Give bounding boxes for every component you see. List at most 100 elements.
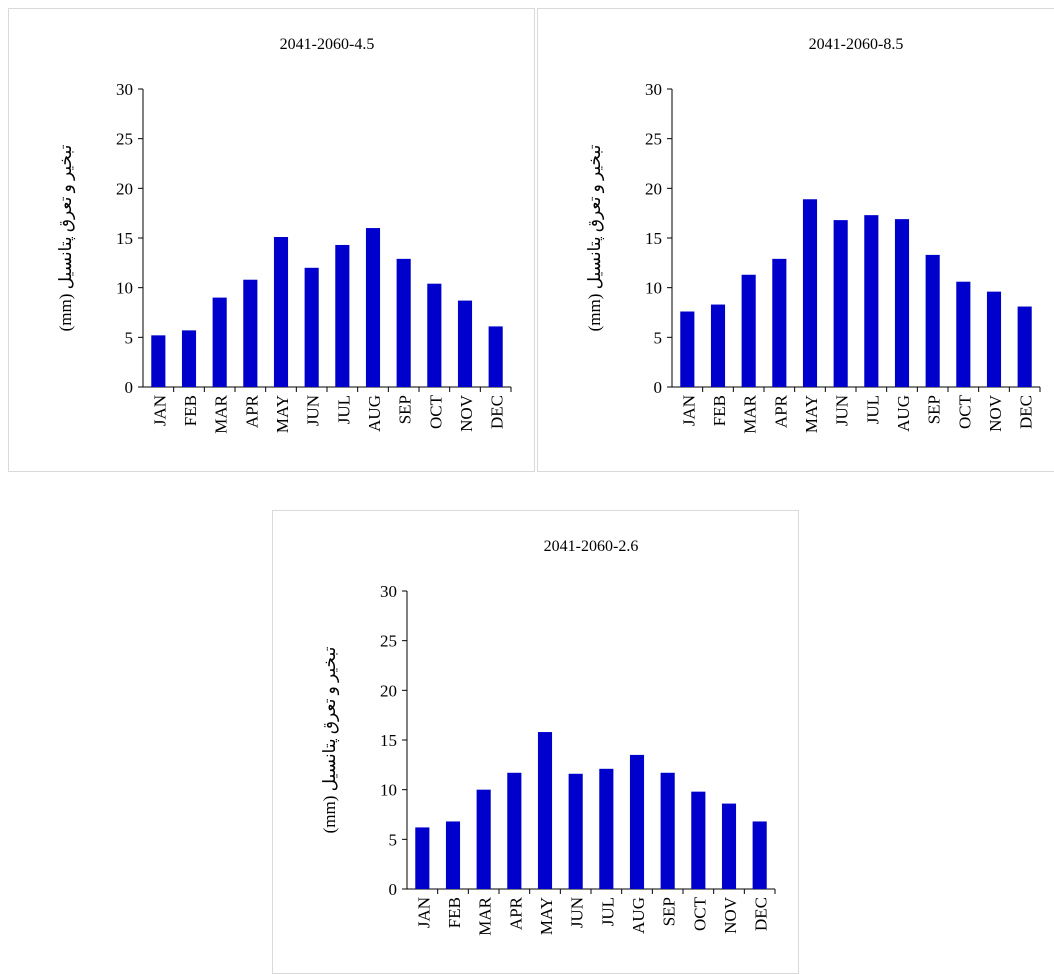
bar: [894, 219, 910, 387]
x-tick-label: AUG: [365, 395, 384, 432]
x-tick-label: JUL: [863, 395, 882, 424]
y-tick-label: 15: [116, 229, 133, 248]
bar: [415, 827, 430, 889]
x-tick-label: FEB: [710, 395, 729, 426]
bar: [772, 258, 787, 387]
y-axis-label: تبخیر و تعرق پتانسیل (mm): [585, 144, 605, 331]
bar: [1017, 306, 1032, 387]
y-tick-label: 10: [116, 279, 133, 298]
x-tick-label: FEB: [181, 395, 200, 426]
x-tick-label: APR: [242, 394, 261, 428]
x-tick-label: JAN: [414, 897, 433, 928]
bar: [396, 258, 411, 387]
bar: [488, 326, 503, 387]
bar: [660, 772, 675, 889]
x-tick-label: JAN: [679, 395, 698, 426]
chart-title: 2041-2060-8.5: [809, 36, 904, 53]
y-tick-label: 15: [380, 731, 397, 750]
y-tick-label: 30: [116, 80, 133, 99]
bar: [691, 791, 706, 889]
y-tick-label: 25: [116, 130, 133, 149]
bar: [335, 244, 350, 387]
bar: [864, 215, 879, 387]
y-tick-label: 10: [380, 781, 397, 800]
x-tick-label: AUG: [629, 897, 648, 934]
y-tick-label: 25: [380, 632, 397, 651]
x-tick-label: FEB: [445, 897, 464, 928]
x-tick-label: MAY: [537, 897, 556, 935]
x-tick-label: DEC: [752, 897, 771, 931]
chart-panel: 2041-2060-2.6 تبخیر و تعرق پتانسیل (mm) 0 5…: [272, 510, 799, 974]
bar: [507, 772, 522, 889]
bar: [212, 297, 227, 387]
x-tick-label: DEC: [488, 395, 507, 429]
bar: [802, 199, 818, 387]
bar: [457, 300, 473, 387]
y-tick-label: 20: [116, 179, 133, 198]
y-tick-label: 0: [125, 378, 134, 397]
x-tick-label: NOV: [721, 896, 740, 934]
bar: [476, 789, 491, 889]
x-tick-label: JUN: [833, 395, 852, 426]
y-tick-label: 0: [654, 378, 663, 397]
y-tick-label: 30: [380, 582, 397, 601]
bar: [956, 281, 971, 387]
bar: [568, 773, 583, 889]
x-tick-label: NOV: [457, 394, 476, 432]
bar: [181, 330, 197, 387]
x-tick-label: APR: [506, 896, 525, 930]
x-tick-label: SEP: [660, 897, 679, 926]
y-tick-label: 5: [125, 328, 134, 347]
x-tick-label: JAN: [150, 395, 169, 426]
bar: [680, 311, 695, 387]
x-tick-label: OCT: [690, 896, 709, 931]
chart-title: 2041-2060-4.5: [280, 36, 375, 53]
x-tick-label: DEC: [1017, 395, 1036, 429]
y-tick-label: 5: [389, 830, 398, 849]
x-tick-label: JUL: [334, 395, 353, 424]
bar: [986, 291, 1002, 387]
bar: [629, 754, 645, 889]
chart-title: 2041-2060-2.6: [544, 538, 639, 555]
x-tick-label: MAR: [212, 394, 231, 433]
x-tick-label: MAY: [273, 395, 292, 433]
y-axis-label: تبخیر و تعرق پتانسیل (mm): [320, 646, 340, 833]
bar: [273, 237, 289, 387]
y-tick-label: 0: [389, 880, 398, 899]
bar: [710, 304, 726, 387]
bar: [741, 274, 756, 387]
x-tick-label: JUN: [568, 897, 587, 928]
y-tick-label: 20: [380, 681, 397, 700]
x-tick-label: JUL: [598, 897, 617, 926]
x-tick-label: OCT: [955, 394, 974, 429]
bar: [445, 821, 461, 889]
bar: [427, 283, 442, 387]
y-tick-label: 15: [645, 229, 662, 248]
bar: [151, 335, 166, 387]
y-axis-label: تبخیر و تعرق پتانسیل (mm): [56, 144, 76, 331]
bar: [833, 220, 848, 387]
y-tick-label: 20: [645, 179, 662, 198]
x-tick-label: APR: [771, 394, 790, 428]
bar: [752, 821, 767, 889]
y-tick-label: 10: [645, 279, 662, 298]
bar: [304, 267, 319, 387]
bar: [599, 768, 614, 889]
y-tick-label: 30: [645, 80, 662, 99]
bar: [721, 803, 737, 889]
x-tick-label: MAR: [476, 896, 495, 935]
chart-panel: 2041-2060-8.5 تبخیر و تعرق پتانسیل (mm) 0 5…: [537, 8, 1054, 472]
x-tick-label: SEP: [396, 395, 415, 424]
x-tick-label: OCT: [426, 394, 445, 429]
bar: [925, 254, 940, 387]
x-tick-label: MAY: [802, 395, 821, 433]
y-tick-label: 5: [654, 328, 663, 347]
x-tick-label: AUG: [894, 395, 913, 432]
bar: [365, 228, 381, 387]
x-tick-label: JUN: [304, 395, 323, 426]
x-tick-label: SEP: [925, 395, 944, 424]
chart-panel: 2041-2060-4.5 تبخیر و تعرق پتانسیل (mm) 0 5…: [8, 8, 535, 472]
y-tick-label: 25: [645, 130, 662, 149]
x-tick-label: NOV: [986, 394, 1005, 432]
